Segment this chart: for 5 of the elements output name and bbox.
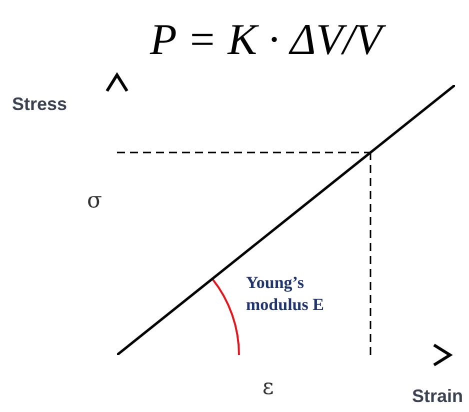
x-axis-title: Strain: [412, 386, 463, 406]
ref-line-label: σ: [87, 188, 102, 214]
text: ε: [262, 375, 274, 400]
annotation: Young’s modulus E: [246, 272, 325, 316]
y-axis-title: Stress: [12, 94, 68, 114]
